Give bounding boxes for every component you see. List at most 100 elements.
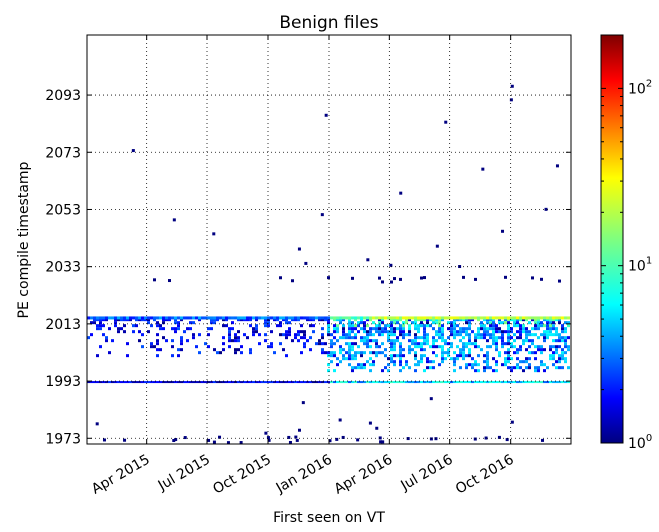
heat-cell xyxy=(405,321,408,325)
y-tick-label: 2073 xyxy=(45,145,81,161)
heat-cell xyxy=(363,351,366,355)
heat-cell xyxy=(366,360,369,364)
heat-cell xyxy=(294,318,297,322)
heat-cell xyxy=(333,327,336,331)
heat-cell xyxy=(201,316,204,320)
heat-cell xyxy=(324,351,327,355)
heat-cell xyxy=(156,333,159,337)
heat-cell xyxy=(531,381,534,384)
heat-cell xyxy=(303,336,306,340)
heat-cell xyxy=(264,324,267,328)
heat-cell xyxy=(297,333,300,337)
heat-cell xyxy=(456,324,459,328)
heat-cell xyxy=(537,327,540,331)
heat-cell xyxy=(429,360,432,364)
heat-cell xyxy=(552,354,555,358)
heat-cell xyxy=(441,330,444,334)
heat-cell xyxy=(543,336,546,340)
heat-cell xyxy=(327,324,330,328)
heat-cell xyxy=(477,330,480,334)
heat-cell xyxy=(327,330,330,334)
heat-cell xyxy=(324,113,328,117)
heat-cell xyxy=(489,318,492,322)
y-tick-label: 2033 xyxy=(45,260,81,276)
heat-cell xyxy=(204,342,207,346)
heat-cell xyxy=(108,327,111,331)
heat-cell xyxy=(114,318,117,322)
heat-cell xyxy=(505,438,509,442)
heat-cell xyxy=(459,330,462,334)
heat-cell xyxy=(414,342,417,346)
heat-cell xyxy=(165,339,168,343)
heat-cell xyxy=(366,316,369,320)
heat-cell xyxy=(333,330,336,334)
heat-cell xyxy=(135,324,138,328)
heat-cell xyxy=(447,348,450,352)
heat-cell xyxy=(354,336,357,340)
heat-cell xyxy=(441,336,444,340)
heat-cell xyxy=(507,324,510,328)
heat-cell xyxy=(423,324,426,328)
heat-cell xyxy=(510,369,513,373)
heat-cell xyxy=(240,318,243,322)
heat-cell xyxy=(320,213,324,217)
heat-cell xyxy=(420,360,423,364)
heat-cell xyxy=(399,191,403,195)
heat-cell xyxy=(426,316,429,320)
heat-cell xyxy=(87,316,90,320)
heat-cell xyxy=(330,351,333,355)
heat-cell xyxy=(441,348,444,352)
heat-cell xyxy=(351,348,354,352)
heat-cell xyxy=(399,330,402,334)
heat-cell xyxy=(483,330,486,334)
heat-cell xyxy=(252,330,255,334)
heat-cell xyxy=(507,351,510,355)
heat-cell xyxy=(447,336,450,340)
heat-cell xyxy=(543,318,546,322)
heat-cell xyxy=(354,327,357,331)
heat-cell xyxy=(564,316,567,320)
heat-cell xyxy=(507,366,510,370)
heat-cell xyxy=(509,98,513,102)
heat-cell xyxy=(357,321,360,325)
heat-cell xyxy=(288,321,291,325)
heat-cell xyxy=(459,339,462,343)
heat-cell xyxy=(222,336,225,340)
heat-cell xyxy=(213,348,216,352)
heat-cell xyxy=(522,339,525,343)
heat-cell xyxy=(240,351,243,355)
heat-cell xyxy=(219,316,222,320)
heat-cell xyxy=(525,327,528,331)
heat-cell xyxy=(300,316,303,320)
heat-cell xyxy=(369,381,372,384)
heat-cell xyxy=(321,318,324,322)
heat-cell xyxy=(429,381,432,384)
heat-cell xyxy=(222,342,225,346)
heat-cell xyxy=(135,316,138,320)
heat-cell xyxy=(321,336,324,340)
heat-cell xyxy=(318,339,321,343)
heat-cell xyxy=(510,381,513,384)
heat-cell xyxy=(519,360,522,364)
heat-cell xyxy=(513,324,516,328)
heat-cell xyxy=(264,318,267,322)
heat-cell xyxy=(453,363,456,367)
heat-cell xyxy=(285,354,288,358)
heat-cell xyxy=(426,321,429,325)
heat-cell xyxy=(429,366,432,370)
heat-cell xyxy=(162,318,165,322)
heat-cell xyxy=(450,316,453,320)
heat-cell xyxy=(105,381,108,384)
heat-cell xyxy=(384,366,387,370)
heat-cell xyxy=(564,351,567,355)
heat-cell xyxy=(417,345,420,349)
heat-cell xyxy=(561,348,564,352)
heat-cell xyxy=(129,381,132,384)
heat-cell xyxy=(309,316,312,320)
heat-cell xyxy=(561,330,564,334)
heat-cell xyxy=(90,316,93,320)
heat-cell xyxy=(381,330,384,334)
heat-cell xyxy=(481,167,485,171)
heat-cell xyxy=(495,324,498,328)
heat-cell xyxy=(249,324,252,328)
